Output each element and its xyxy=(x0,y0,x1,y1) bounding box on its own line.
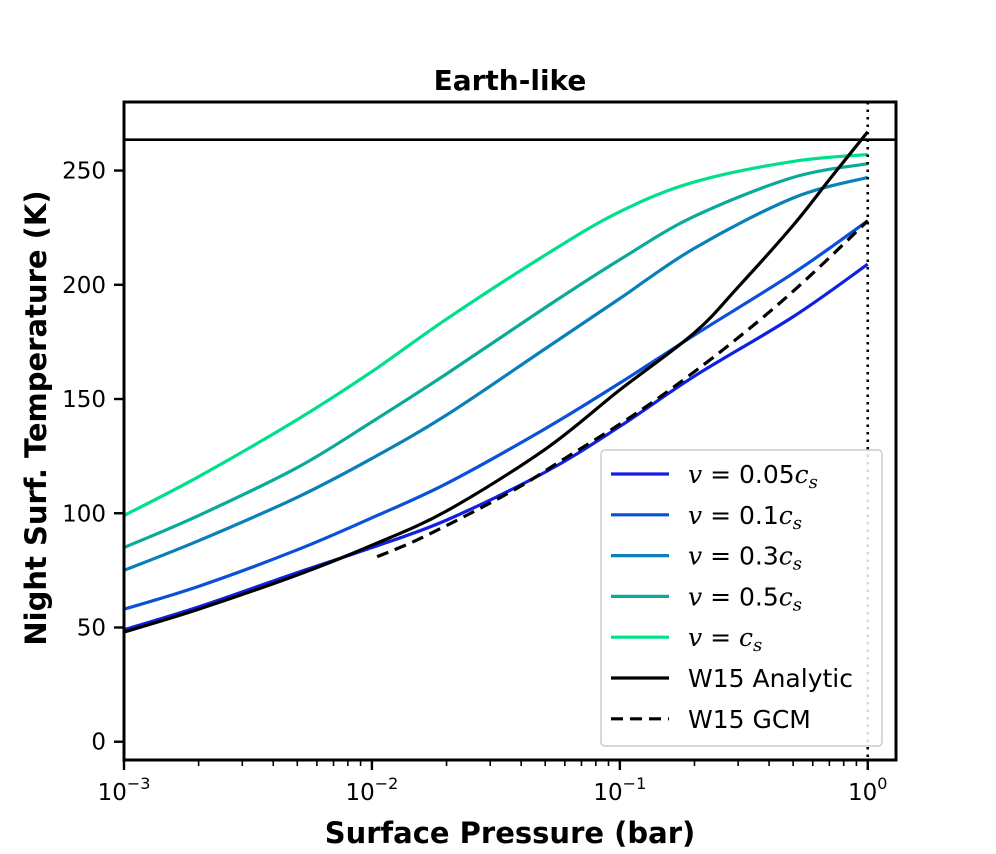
x-tick-label: 100 xyxy=(848,774,887,806)
x-tick-label: 10−2 xyxy=(345,774,398,806)
series-line-3 xyxy=(123,162,869,549)
y-axis-label: Night Surf. Temperature (K) xyxy=(19,190,53,645)
legend-box xyxy=(600,449,883,747)
series-line-0 xyxy=(123,262,869,632)
y-axis: 0 50 100 150 200 250 xyxy=(62,159,124,756)
chart-title: Earth-like xyxy=(434,64,587,97)
y-tick-label: 150 xyxy=(62,387,106,413)
legend-label: v = 0.3cs xyxy=(688,542,802,575)
legend-label: v = 0.5cs xyxy=(688,582,802,615)
plot-lines xyxy=(123,130,869,634)
y-tick-label: 100 xyxy=(62,501,106,527)
legend-label: v = 0.05cs xyxy=(688,460,818,493)
legend-label: W15 Analytic xyxy=(688,664,853,693)
legend-label: W15 GCM xyxy=(688,705,811,734)
x-axis: 10−3 10−2 10−1 100 xyxy=(98,760,887,806)
y-tick-label: 200 xyxy=(62,273,106,299)
legend-label: v = cs xyxy=(688,623,762,656)
series-line-5 xyxy=(123,130,869,634)
x-tick-label: 10−1 xyxy=(593,774,646,806)
x-tick-label: 10−3 xyxy=(98,774,151,806)
series-line-2 xyxy=(123,175,869,572)
series-line-4 xyxy=(123,152,868,517)
y-tick-label: 50 xyxy=(77,615,106,641)
y-tick-label: 0 xyxy=(91,730,106,756)
x-axis-label: Surface Pressure (bar) xyxy=(325,816,696,850)
plot-frame xyxy=(122,100,898,762)
y-tick-label: 250 xyxy=(62,159,106,185)
series-line-6 xyxy=(376,219,869,559)
legend: v = 0.05cs v = 0.1cs v = 0.3cs v = 0.5cs v =… xyxy=(600,449,883,747)
legend-label: v = 0.1cs xyxy=(688,501,802,534)
series-line-1 xyxy=(123,219,869,611)
